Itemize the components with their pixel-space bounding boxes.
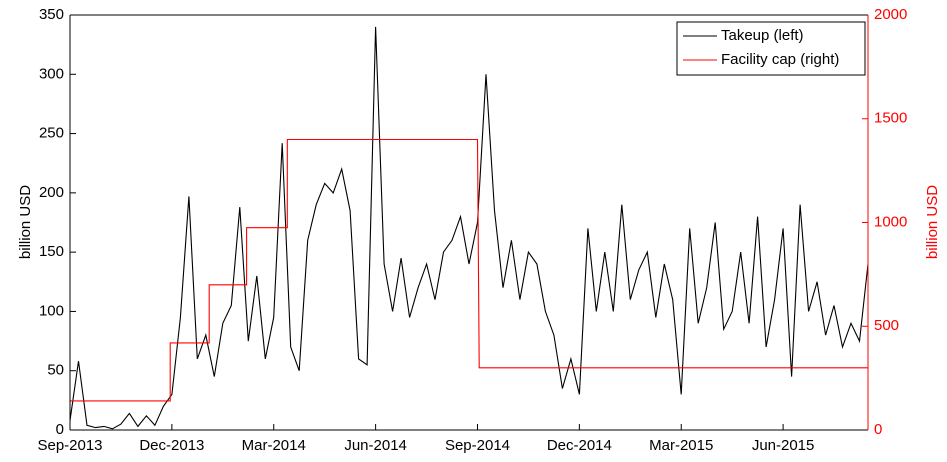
y-tick-label: 250 bbox=[39, 125, 64, 142]
y-tick-label: 100 bbox=[39, 302, 64, 319]
legend-box bbox=[676, 21, 866, 76]
x-tick-label: Jun-2014 bbox=[344, 437, 407, 454]
legend-label: Takeup (left) bbox=[721, 27, 804, 44]
legend-label: Facility cap (right) bbox=[721, 51, 839, 68]
plot-area bbox=[70, 15, 868, 430]
y-tick-label: 200 bbox=[39, 184, 64, 201]
y2-tick-label: 2000 bbox=[874, 6, 907, 23]
y-tick-label: 150 bbox=[39, 243, 64, 260]
y2-axis-label: billion USD bbox=[924, 185, 941, 259]
y-tick-label: 0 bbox=[56, 421, 64, 438]
y2-tick-label: 0 bbox=[874, 421, 882, 438]
x-tick-label: Dec-2014 bbox=[547, 437, 612, 454]
x-tick-label: Jun-2015 bbox=[752, 437, 815, 454]
y2-tick-label: 1000 bbox=[874, 213, 907, 230]
y-axis-label: billion USD bbox=[17, 185, 34, 259]
y-tick-label: 350 bbox=[39, 6, 64, 23]
y-tick-label: 300 bbox=[39, 65, 64, 82]
x-tick-label: Sep-2014 bbox=[445, 437, 510, 454]
x-tick-label: Dec-2013 bbox=[139, 437, 204, 454]
y2-tick-label: 1500 bbox=[874, 110, 907, 127]
x-tick-label: Mar-2014 bbox=[242, 437, 306, 454]
x-tick-label: Sep-2013 bbox=[37, 437, 102, 454]
series-line bbox=[70, 138, 868, 402]
y2-tick-label: 500 bbox=[874, 317, 899, 334]
x-tick-label: Mar-2015 bbox=[649, 437, 713, 454]
y-tick-label: 50 bbox=[47, 362, 64, 379]
